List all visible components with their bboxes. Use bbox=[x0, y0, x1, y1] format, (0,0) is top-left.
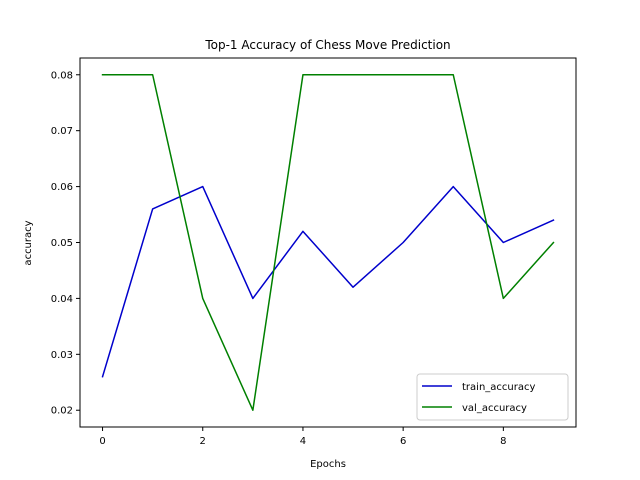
series-line-train-accuracy bbox=[101, 185, 555, 378]
legend-label-train-accuracy: train_accuracy bbox=[462, 382, 535, 393]
y-tick-label: 0.05 bbox=[51, 238, 73, 249]
y-tick-label: 0.06 bbox=[51, 182, 73, 193]
y-axis-label: accuracy bbox=[23, 220, 34, 265]
legend-box bbox=[416, 373, 569, 421]
legend-label-val-accuracy: val_accuracy bbox=[462, 403, 527, 414]
series-line-val-accuracy bbox=[101, 74, 555, 411]
x-axis-label: Epochs bbox=[310, 459, 346, 470]
x-tick-label: 6 bbox=[400, 436, 406, 447]
x-tick-label: 8 bbox=[500, 436, 506, 447]
x-tick-label: 0 bbox=[99, 436, 105, 447]
x-tick-label: 4 bbox=[300, 436, 306, 447]
y-tick-label: 0.07 bbox=[51, 126, 73, 137]
legend-items: train_accuracy val_accuracy bbox=[422, 382, 535, 414]
x-tick-label: 2 bbox=[200, 436, 206, 447]
y-tick-label: 0.03 bbox=[51, 350, 73, 361]
y-tick-label: 0.08 bbox=[51, 70, 73, 81]
series-layer bbox=[101, 74, 555, 411]
y-tick-label: 0.04 bbox=[51, 294, 73, 305]
ticks-layer: 0 2 4 6 8 0.02 0.03 0.04 0.05 0.06 0.07 0.08 bbox=[51, 70, 507, 447]
y-tick-label: 0.02 bbox=[51, 406, 73, 417]
chart-title: Top-1 Accuracy of Chess Move Prediction bbox=[204, 38, 450, 52]
legend: train_accuracy val_accuracy bbox=[416, 373, 569, 421]
